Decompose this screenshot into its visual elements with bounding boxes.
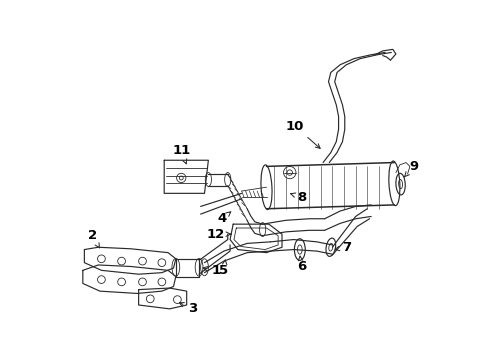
Text: 12: 12 xyxy=(206,228,230,240)
Text: 1: 1 xyxy=(203,264,220,277)
Text: 2: 2 xyxy=(87,229,99,248)
Text: 7: 7 xyxy=(334,241,350,254)
Text: 8: 8 xyxy=(290,191,305,204)
Text: 3: 3 xyxy=(179,302,197,315)
Text: 10: 10 xyxy=(285,120,320,148)
Text: 5: 5 xyxy=(219,260,228,277)
Text: 9: 9 xyxy=(404,160,417,177)
Text: 6: 6 xyxy=(296,256,305,273)
Text: 4: 4 xyxy=(217,212,230,225)
Text: 11: 11 xyxy=(172,144,190,164)
